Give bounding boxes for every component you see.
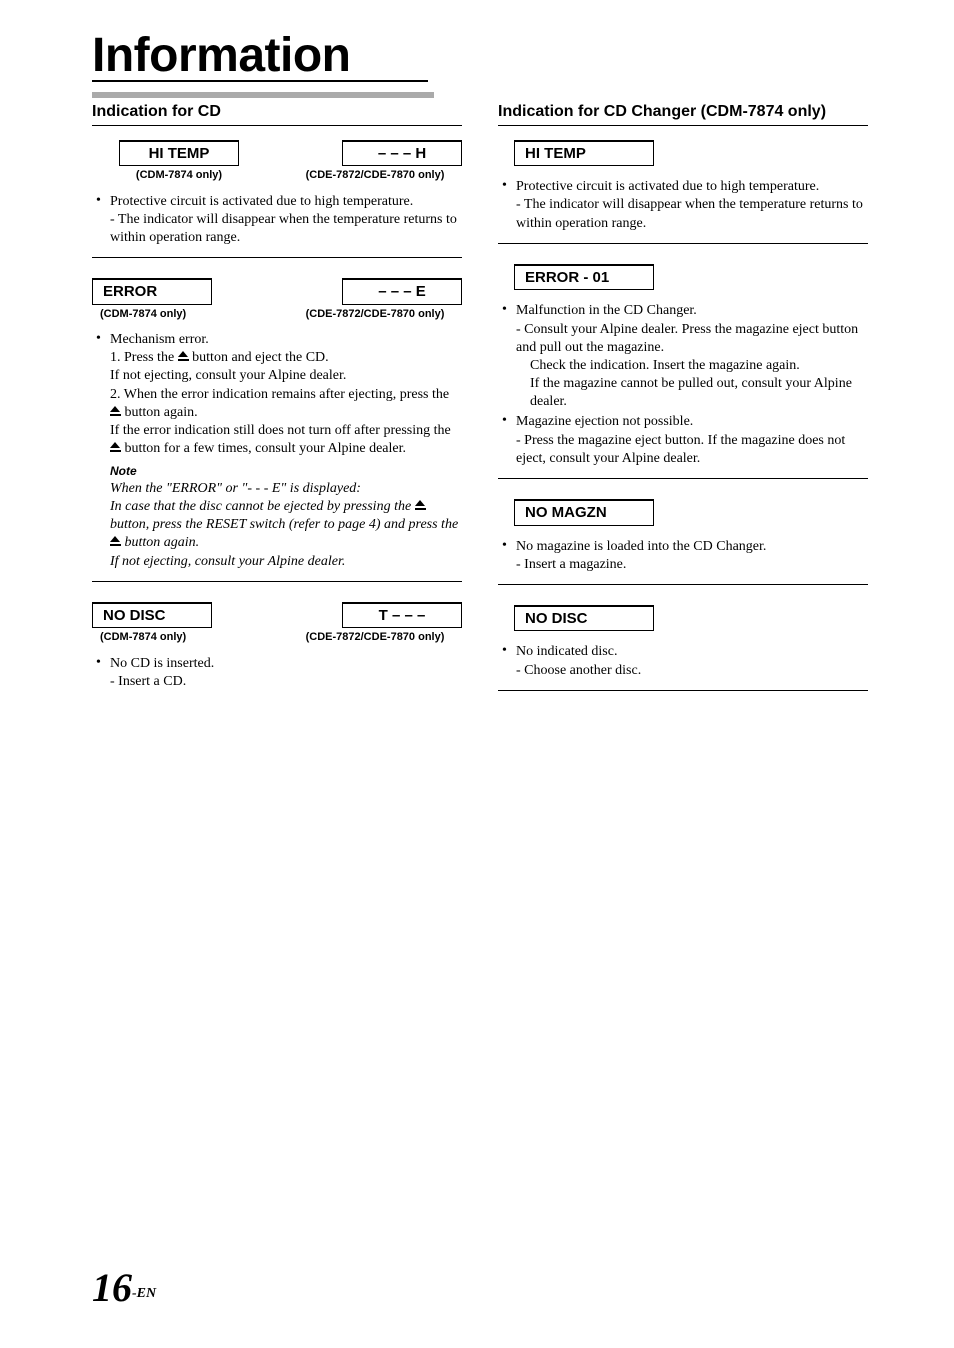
cd-nodisc-displays: NO DISC (CDM-7874 only) T – – – (CDE-787…: [92, 602, 462, 645]
body-text: - Insert a magazine.: [516, 556, 868, 574]
eject-icon: [110, 536, 121, 547]
chg-error-body: Malfunction in the CD Changer. - Consult…: [498, 302, 868, 479]
right-heading: Indication for CD Changer (CDM-7874 only…: [498, 102, 868, 126]
cd-hitemp-displays: HI TEMP (CDM-7874 only) – – – H (CDE-787…: [92, 140, 462, 183]
body-text: No magazine is loaded into the CD Change…: [516, 539, 766, 554]
body-text: button for a few times, consult your Alp…: [121, 441, 406, 456]
body-text: - Press the magazine eject button. If th…: [516, 432, 868, 468]
note-body: When the "ERROR" or "- - - E" is display…: [92, 480, 462, 571]
cd-error-body: Mechanism error. 1. Press the button and…: [92, 331, 462, 582]
body-text: Protective circuit is activated due to h…: [516, 179, 819, 194]
eject-icon: [178, 351, 189, 362]
page-footer: 16-EN: [92, 1262, 156, 1314]
content-columns: Indication for CD HI TEMP (CDM-7874 only…: [92, 102, 868, 711]
display-box-hitemp: HI TEMP: [119, 140, 239, 167]
cd-nodisc-body: No CD is inserted. - Insert a CD.: [92, 655, 462, 691]
body-text: Magazine ejection not possible.: [516, 414, 693, 429]
body-text: button again.: [121, 535, 199, 550]
body-text: When the "ERROR" or "- - - E" is display…: [110, 480, 462, 498]
caption: (CDE-7872/CDE-7870 only): [288, 168, 462, 182]
caption: (CDE-7872/CDE-7870 only): [288, 307, 462, 321]
body-text: Malfunction in the CD Changer.: [516, 303, 697, 318]
body-text: In case that the disc cannot be ejected …: [110, 499, 415, 514]
body-text: - The indicator will disappear when the …: [110, 211, 462, 247]
display-box-nomagzn: NO MAGZN: [514, 499, 654, 526]
chg-nodisc-body: No indicated disc. - Choose another disc…: [498, 643, 868, 690]
display-box-nodisc-chg: NO DISC: [514, 605, 654, 632]
caption: (CDM-7874 only): [92, 307, 266, 321]
display-box-h: – – – H: [342, 140, 462, 167]
display-box-e: – – – E: [342, 278, 462, 305]
display-box-error: ERROR: [92, 278, 212, 305]
body-text: button, press the RESET switch (refer to…: [110, 517, 458, 532]
left-column: Indication for CD HI TEMP (CDM-7874 only…: [92, 102, 462, 711]
right-column: Indication for CD Changer (CDM-7874 only…: [498, 102, 868, 711]
body-text: - Choose another disc.: [516, 662, 868, 680]
caption: (CDE-7872/CDE-7870 only): [288, 630, 462, 644]
display-box-hitemp-chg: HI TEMP: [514, 140, 654, 167]
cd-hitemp-body: Protective circuit is activated due to h…: [92, 193, 462, 259]
body-text: - Consult your Alpine dealer. Press the …: [516, 321, 868, 357]
body-text: 1. Press the: [110, 350, 178, 365]
caption: (CDM-7874 only): [92, 168, 266, 182]
body-text: If not ejecting, consult your Alpine dea…: [110, 367, 462, 385]
body-text: 2. When the error indication remains aft…: [110, 387, 449, 402]
body-text: Mechanism error.: [110, 332, 209, 347]
body-text: No CD is inserted.: [110, 656, 214, 671]
body-text: Check the indication. Insert the magazin…: [516, 357, 868, 375]
page-number: 16: [92, 1265, 132, 1310]
left-heading: Indication for CD: [92, 102, 462, 126]
eject-icon: [110, 442, 121, 453]
body-text: If the magazine cannot be pulled out, co…: [516, 375, 868, 411]
body-text: If not ejecting, consult your Alpine dea…: [110, 553, 462, 571]
eject-icon: [110, 406, 121, 417]
chg-hitemp-body: Protective circuit is activated due to h…: [498, 178, 868, 244]
display-box-t: T – – –: [342, 602, 462, 629]
caption: (CDM-7874 only): [92, 630, 266, 644]
body-text: button again.: [121, 405, 198, 420]
chg-nomagzn-body: No magazine is loaded into the CD Change…: [498, 538, 868, 585]
body-text: - Insert a CD.: [110, 673, 462, 691]
display-box-error01: ERROR - 01: [514, 264, 654, 291]
page-title: Information: [92, 32, 350, 80]
body-text: Protective circuit is activated due to h…: [110, 194, 413, 209]
note-label: Note: [92, 464, 462, 480]
display-box-nodisc: NO DISC: [92, 602, 212, 629]
cd-error-displays: ERROR (CDM-7874 only) – – – E (CDE-7872/…: [92, 278, 462, 321]
eject-icon: [415, 500, 426, 511]
body-text: If the error indication still does not t…: [110, 423, 451, 438]
body-text: No indicated disc.: [516, 644, 617, 659]
body-text: button and eject the CD.: [189, 350, 329, 365]
page-number-suffix: -EN: [132, 1286, 156, 1301]
body-text: - The indicator will disappear when the …: [516, 196, 868, 232]
